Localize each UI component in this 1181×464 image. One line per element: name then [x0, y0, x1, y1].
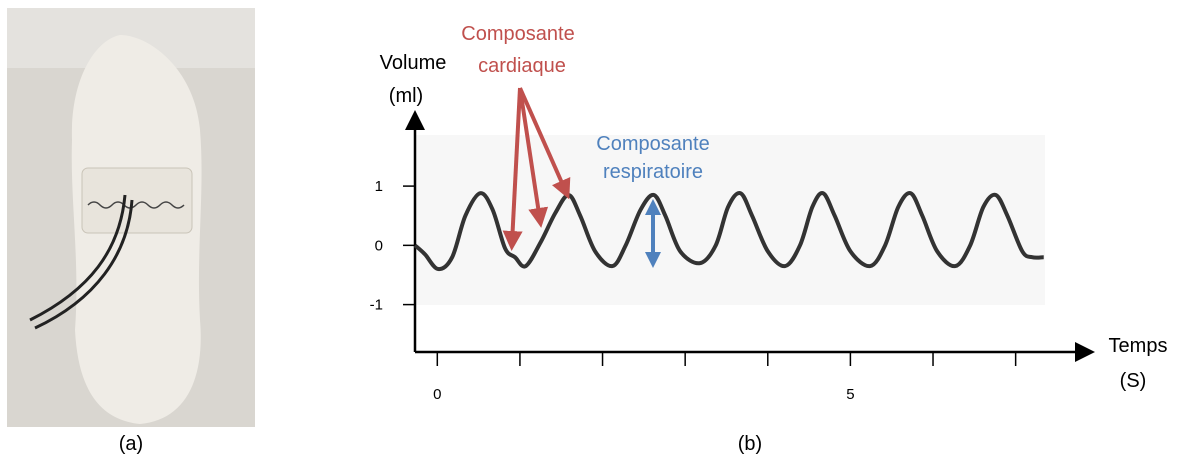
annotation: cardiaque	[478, 55, 566, 77]
panel-label: (a)	[119, 433, 143, 455]
annotation: Composante	[596, 133, 709, 155]
x-tick-label: 0	[433, 386, 441, 403]
x-axis-label: (S)	[1120, 370, 1147, 392]
x-tick-label: 5	[846, 386, 854, 403]
y-axis-label: Volume	[380, 52, 447, 74]
cardiac-arrow	[518, 87, 549, 228]
annotation: Composante	[461, 23, 574, 45]
panel-label: (b)	[738, 433, 762, 455]
cardiac-arrow	[502, 87, 523, 251]
y-axis-label: (ml)	[389, 85, 423, 107]
annotation-bg	[437, 12, 607, 84]
annotation: respiratoire	[603, 161, 703, 183]
cardiac-arrow	[518, 87, 571, 200]
series-line	[413, 191, 1044, 272]
y-tick-label: -1	[370, 297, 383, 314]
photo	[7, 8, 255, 427]
y-tick-label: 1	[375, 178, 383, 195]
plot-bg	[415, 135, 1045, 305]
x-axis-label: Temps	[1109, 335, 1168, 357]
y-tick-label: 0	[375, 237, 383, 254]
